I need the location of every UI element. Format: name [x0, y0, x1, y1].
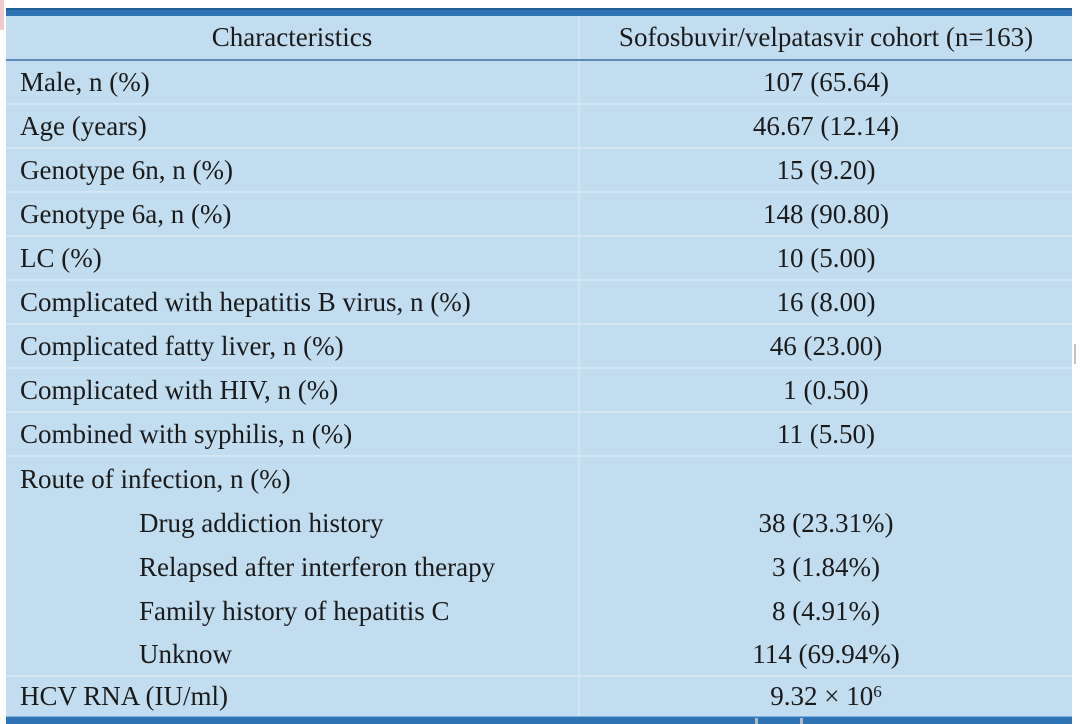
row-value: 46 (23.00): [578, 325, 1072, 367]
table-row: Age (years) 46.67 (12.14): [6, 105, 1072, 149]
table-row: Genotype 6a, n (%) 148 (90.80): [6, 193, 1072, 237]
table-bottom-border: [6, 716, 1072, 724]
row-value: [578, 457, 1072, 501]
table-row: Complicated with HIV, n (%) 1 (0.50): [6, 369, 1072, 413]
row-value: 9.32 × 10 6: [578, 677, 1072, 716]
table-row: Route of infection, n (%): [6, 457, 1072, 501]
table-row: LC (%) 10 (5.00): [6, 237, 1072, 281]
row-label: Complicated with hepatitis B virus, n (%…: [20, 286, 471, 317]
screenshot-artifact: [755, 718, 758, 724]
row-value: 114 (69.94%): [578, 633, 1072, 675]
row-label: Family history of hepatitis C: [139, 595, 450, 626]
table-row: Relapsed after interferon therapy 3 (1.8…: [6, 545, 1072, 589]
row-value: 46.67 (12.14): [578, 105, 1072, 147]
table-row: Combined with syphilis, n (%) 11 (5.50): [6, 413, 1072, 457]
table-row: HCV RNA (IU/ml) 9.32 × 10 6: [6, 677, 1072, 716]
row-value-text: 8 (4.91%): [772, 595, 880, 626]
row-value-text: 15 (9.20): [776, 154, 876, 185]
row-value-text: 9.32 × 10: [770, 681, 874, 711]
table-row: Complicated with hepatitis B virus, n (%…: [6, 281, 1072, 325]
row-value: 16 (8.00): [578, 281, 1072, 323]
row-label: Complicated fatty liver, n (%): [20, 330, 344, 361]
column-header-characteristics: Characteristics: [211, 22, 373, 52]
table-row: Complicated fatty liver, n (%) 46 (23.00…: [6, 325, 1072, 369]
table-row: Unknow 114 (69.94%): [6, 633, 1072, 677]
row-label: LC (%): [20, 242, 102, 273]
row-value-text: 46.67 (12.14): [752, 110, 900, 141]
row-label: Genotype 6n, n (%): [20, 154, 233, 185]
row-label: Combined with syphilis, n (%): [20, 418, 353, 449]
row-value-text: 114 (69.94%): [752, 638, 900, 669]
row-value: 11 (5.50): [578, 413, 1072, 455]
table-grid: Characteristics Sofosbuvir/velpatasvir c…: [6, 16, 1072, 716]
row-value: 8 (4.91%): [578, 589, 1072, 633]
column-header-cohort: Sofosbuvir/velpatasvir cohort (n=163): [578, 16, 1072, 59]
row-value-text: 16 (8.00): [776, 286, 876, 317]
screenshot-artifact: [0, 0, 4, 30]
row-label: HCV RNA (IU/ml): [20, 681, 229, 711]
row-value: 15 (9.20): [578, 149, 1072, 191]
screenshot-artifact: [800, 718, 803, 724]
row-value: 148 (90.80): [578, 193, 1072, 235]
row-value-text: 46 (23.00): [769, 330, 883, 361]
row-value-text: 3 (1.84%): [772, 551, 880, 582]
row-label: Drug addiction history: [139, 507, 384, 538]
row-label: Unknow: [139, 638, 232, 669]
table-row: Drug addiction history 38 (23.31%): [6, 501, 1072, 545]
table-body: Male, n (%) 107 (65.64) Age (years) 46.6…: [6, 61, 1072, 716]
table-row: Family history of hepatitis C 8 (4.91%): [6, 589, 1072, 633]
row-value: 38 (23.31%): [578, 501, 1072, 545]
row-label: Genotype 6a, n (%): [20, 198, 232, 229]
row-label: Age (years): [20, 110, 147, 141]
row-value-text: 107 (65.64): [763, 66, 889, 97]
row-label: Route of infection, n (%): [20, 463, 291, 494]
row-label: Relapsed after interferon therapy: [139, 551, 496, 582]
row-value: 10 (5.00): [578, 237, 1072, 279]
row-label: Complicated with HIV, n (%): [20, 374, 339, 405]
row-value-text: 1 (0.50): [783, 374, 869, 405]
row-value: 1 (0.50): [578, 369, 1072, 411]
row-value: 3 (1.84%): [578, 545, 1072, 589]
table-row: Male, n (%) 107 (65.64): [6, 61, 1072, 105]
table-top-border: [6, 8, 1072, 16]
row-value-text: 38 (23.31%): [758, 507, 894, 538]
row-label: Male, n (%): [20, 66, 150, 97]
row-value-text: 148 (90.80): [763, 198, 889, 229]
row-value-superscript: 6: [873, 682, 882, 701]
table-header-row: Characteristics Sofosbuvir/velpatasvir c…: [6, 16, 1072, 61]
table-row: Genotype 6n, n (%) 15 (9.20): [6, 149, 1072, 193]
row-value: 107 (65.64): [578, 61, 1072, 103]
row-value-text: 11 (5.50): [777, 418, 875, 449]
screenshot-artifact: [1074, 344, 1076, 364]
characteristics-table: Characteristics Sofosbuvir/velpatasvir c…: [6, 8, 1072, 724]
row-value-text: 10 (5.00): [776, 242, 876, 273]
